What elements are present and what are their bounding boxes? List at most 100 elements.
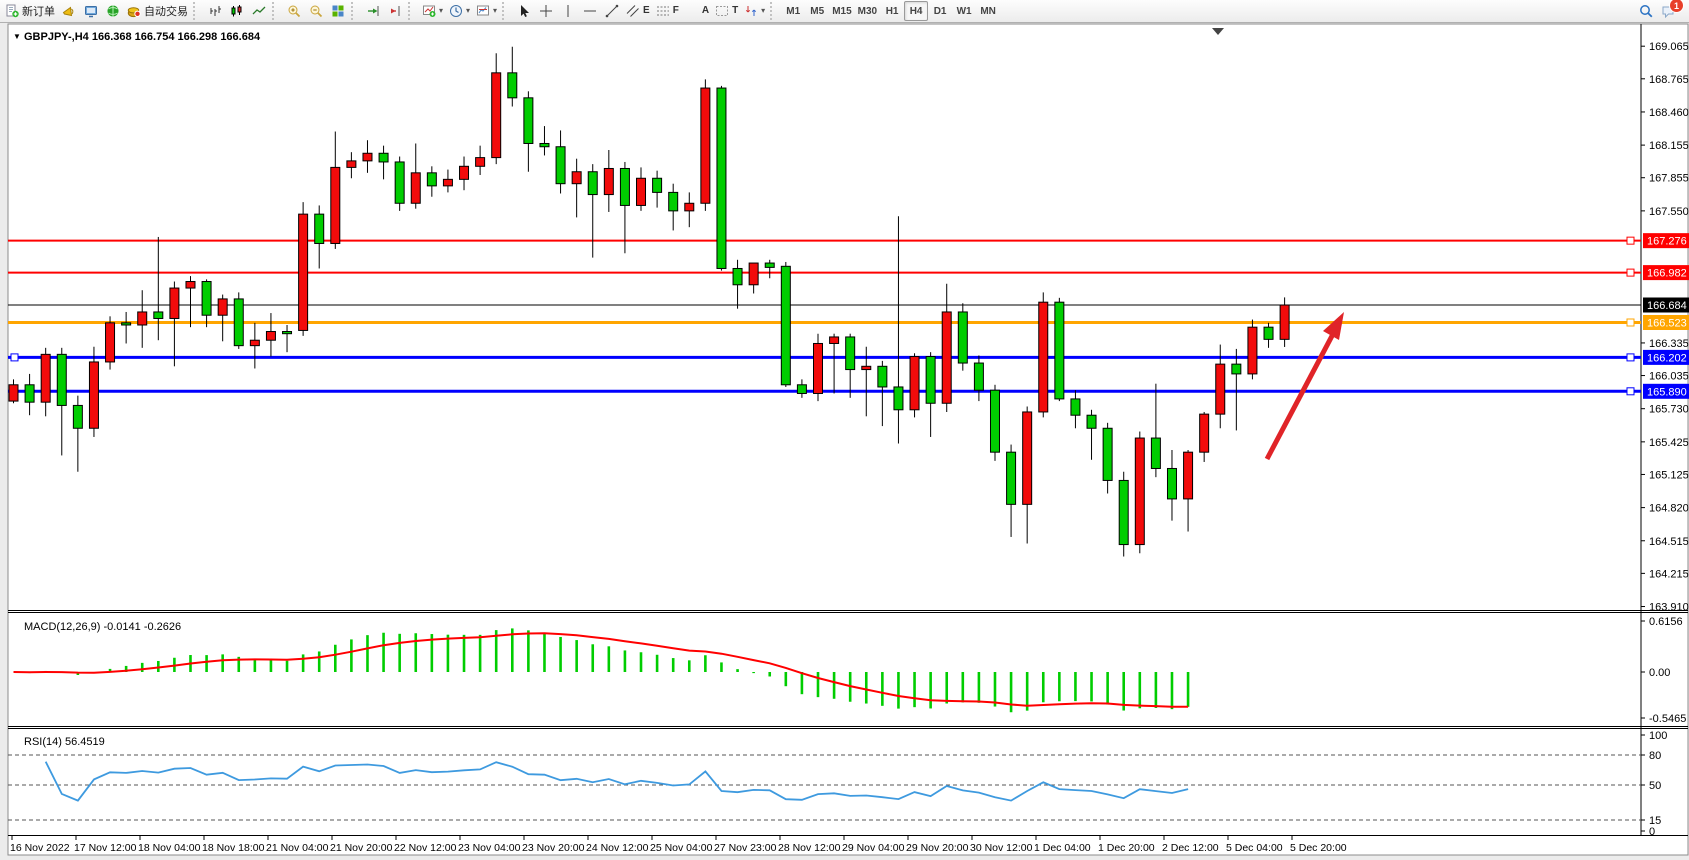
price-line-label: [1643, 349, 1689, 365]
label-tool-button-glyph: T: [732, 5, 739, 16]
price-line-label: [1643, 233, 1689, 249]
svg-text:167.550: 167.550: [1649, 206, 1689, 218]
svg-text:80: 80: [1649, 750, 1661, 762]
channel-tool-button-glyph: E: [643, 5, 650, 16]
timeframe-W1[interactable]: W1: [956, 5, 972, 17]
price-line-label: [1643, 315, 1689, 330]
line-handle[interactable]: [10, 353, 19, 362]
svg-text:166.335: 166.335: [1649, 338, 1689, 350]
line-handle[interactable]: [1626, 268, 1635, 277]
vline-icon: [567, 5, 569, 17]
label-icon: [716, 6, 729, 16]
cursor-tool-button[interactable]: [513, 1, 535, 21]
toolbar-separator: [770, 2, 779, 20]
timeframe-H4[interactable]: H4: [904, 1, 929, 21]
auto-scroll-button[interactable]: [362, 1, 384, 21]
svg-text:16 Nov 2022: 16 Nov 2022: [10, 842, 70, 854]
dropdown-caret-icon: ▾: [466, 6, 471, 15]
line-chart-icon: [252, 6, 266, 15]
svg-text:17 Nov 12:00: 17 Nov 12:00: [74, 842, 137, 854]
timeframe-D1[interactable]: D1: [933, 5, 947, 17]
svg-text:166.035: 166.035: [1649, 371, 1689, 383]
publisher-button[interactable]: [80, 1, 102, 21]
tiles-icon: [332, 5, 344, 17]
timeframe-M30[interactable]: M30: [857, 5, 878, 17]
hline-icon: [584, 10, 597, 12]
monitor-icon: [85, 6, 97, 18]
indicator-axes[interactable]: 0.6156 0.00 -0.5465 100 80 50 150: [1641, 616, 1686, 838]
autoscroll-icon: [368, 6, 379, 16]
text-tool-button[interactable]: A: [682, 1, 712, 21]
autotrading-button[interactable]: 自动交易: [124, 1, 191, 21]
fibonacci-tool-button-glyph: F: [672, 5, 679, 16]
line-chart-button[interactable]: [248, 1, 270, 21]
horizontal-line-tool-button[interactable]: [579, 1, 601, 21]
svg-text:2 Dec 12:00: 2 Dec 12:00: [1162, 842, 1219, 854]
timeframe-H1[interactable]: H1: [885, 5, 899, 17]
chart-shift-button[interactable]: [384, 1, 406, 21]
candlestick-button[interactable]: [226, 1, 248, 21]
timeframe-M15[interactable]: M15: [832, 5, 852, 17]
new-order-button[interactable]: 新订单: [2, 1, 58, 21]
vertical-line-tool-button[interactable]: [557, 1, 579, 21]
main-toolbar: 新订单 自动交易 ▾ ▾ ▾ E F A T ▾ M1 M5 M15 M30 H1 H4 D1 W1 MN 1: [0, 0, 1689, 23]
tile-windows-button[interactable]: [327, 1, 349, 21]
indicators-button[interactable]: ▾: [419, 1, 446, 21]
price-line-label: [1643, 297, 1689, 313]
crosshair-tool-button[interactable]: [535, 1, 557, 21]
svg-text:24 Nov 12:00: 24 Nov 12:00: [586, 842, 649, 854]
periods-button[interactable]: ▾: [446, 1, 473, 21]
autotrading-button-label: 自动交易: [144, 6, 188, 18]
svg-text:167.276: 167.276: [1647, 236, 1687, 248]
templates-button[interactable]: ▾: [473, 1, 500, 21]
svg-text:0: 0: [1649, 826, 1655, 838]
channel-tool-button[interactable]: E: [623, 1, 653, 21]
svg-text:18 Nov 04:00: 18 Nov 04:00: [138, 842, 201, 854]
fibonacci-icon: [656, 6, 669, 16]
trend-arrow[interactable]: [1264, 312, 1344, 461]
cursor-icon: [521, 5, 530, 17]
search-button[interactable]: [1635, 1, 1657, 21]
svg-text:166.982: 166.982: [1647, 268, 1687, 280]
line-handle[interactable]: [1626, 353, 1635, 362]
macd-signal-line: [13, 632, 1189, 708]
timeframe-MN[interactable]: MN: [980, 5, 996, 17]
svg-text:167.855: 167.855: [1649, 173, 1689, 185]
toolbar-separator: [272, 2, 281, 20]
svg-text:50: 50: [1649, 780, 1661, 792]
line-handle[interactable]: [1626, 387, 1635, 396]
svg-text:166.684: 166.684: [1647, 300, 1687, 312]
time-axis[interactable]: 16 Nov 2022 17 Nov 12:00 18 Nov 04:00 18 No…: [10, 835, 1347, 854]
svg-text:100: 100: [1649, 730, 1667, 742]
price-line-label: [1643, 265, 1689, 281]
chart-shift-marker[interactable]: [1212, 28, 1224, 35]
community-button[interactable]: [102, 1, 124, 21]
svg-text:21 Nov 04:00: 21 Nov 04:00: [266, 842, 329, 854]
line-handle[interactable]: [1626, 318, 1635, 327]
symbol-dropdown-icon[interactable]: ▼: [13, 32, 21, 41]
fibonacci-tool-button[interactable]: F: [653, 1, 682, 21]
price-axis[interactable]: 169.065 168.765 168.460 168.155 167.855 167.5…: [1641, 41, 1689, 614]
zoom-in-icon: [288, 5, 301, 18]
svg-text:164.215: 164.215: [1649, 568, 1689, 580]
text-icon: [685, 4, 699, 18]
trendline-tool-button[interactable]: [601, 1, 623, 21]
line-handle[interactable]: [1626, 236, 1635, 245]
svg-text:23 Nov 04:00: 23 Nov 04:00: [458, 842, 521, 854]
periods-icon: [450, 5, 463, 17]
svg-text:27 Nov 23:00: 27 Nov 23:00: [714, 842, 777, 854]
svg-text:23 Nov 20:00: 23 Nov 20:00: [522, 842, 585, 854]
timeframe-M5[interactable]: M5: [810, 5, 825, 17]
bar-chart-button[interactable]: [204, 1, 226, 21]
svg-text:1 Dec 20:00: 1 Dec 20:00: [1098, 842, 1155, 854]
zoom-out-button[interactable]: [305, 1, 327, 21]
alerts-button[interactable]: [58, 1, 80, 21]
zoom-in-button[interactable]: [283, 1, 305, 21]
chat-button[interactable]: 1: [1657, 0, 1684, 21]
zoom-out-icon: [310, 5, 323, 18]
timeframe-M1[interactable]: M1: [786, 5, 801, 17]
svg-text:30 Nov 12:00: 30 Nov 12:00: [970, 842, 1033, 854]
label-tool-button[interactable]: T: [712, 1, 741, 21]
shapes-tool-button[interactable]: ▾: [741, 1, 768, 21]
